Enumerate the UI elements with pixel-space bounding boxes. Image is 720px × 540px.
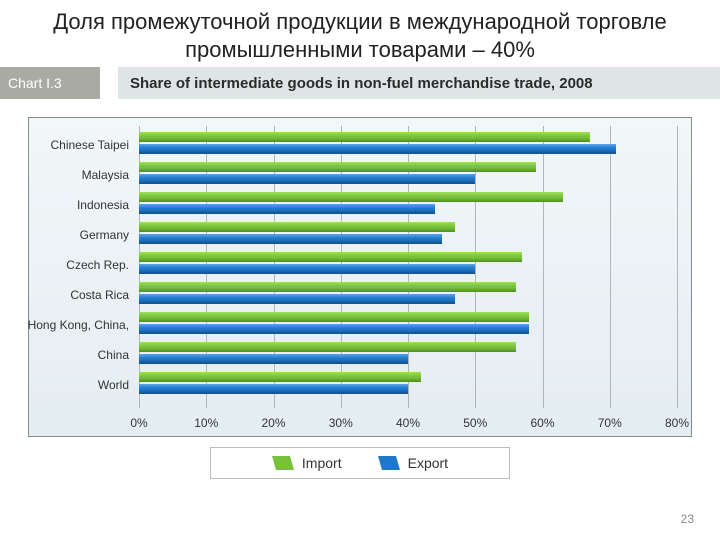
category-label: Hong Kong, China, xyxy=(28,318,139,332)
category-row: Hong Kong, China, xyxy=(139,310,675,340)
bar-export xyxy=(139,144,616,154)
bar-import xyxy=(139,162,536,172)
category-label: Malaysia xyxy=(82,168,139,182)
import-swatch-icon xyxy=(272,456,294,470)
page-number: 23 xyxy=(681,512,694,526)
chart-area: Chinese TaipeiMalaysiaIndonesiaGermanyCz… xyxy=(28,117,692,437)
bar-import xyxy=(139,222,455,232)
x-tick-label: 40% xyxy=(396,416,420,430)
bar-import xyxy=(139,372,421,382)
category-label: Costa Rica xyxy=(70,288,139,302)
bar-import xyxy=(139,192,563,202)
chart-id-badge: Chart I.3 xyxy=(0,67,100,99)
category-row: Czech Rep. xyxy=(139,250,675,280)
bar-import xyxy=(139,132,590,142)
chart-banner: Chart I.3 Share of intermediate goods in… xyxy=(0,67,720,99)
category-row: Malaysia xyxy=(139,160,675,190)
category-row: China xyxy=(139,340,675,370)
x-tick-label: 80% xyxy=(665,416,689,430)
x-tick-label: 50% xyxy=(463,416,487,430)
category-label: Czech Rep. xyxy=(66,258,139,272)
plot-area: Chinese TaipeiMalaysiaIndonesiaGermanyCz… xyxy=(139,126,675,408)
bar-export xyxy=(139,324,529,334)
legend-item-import: Import xyxy=(272,455,342,471)
slide: Доля промежуточной продукции в междунаро… xyxy=(0,0,720,540)
chart-title-en: Share of intermediate goods in non-fuel … xyxy=(118,67,720,99)
x-tick-label: 10% xyxy=(194,416,218,430)
x-tick-label: 30% xyxy=(329,416,353,430)
category-label: Chinese Taipei xyxy=(51,138,140,152)
bar-export xyxy=(139,294,455,304)
bar-export xyxy=(139,354,408,364)
banner-divider xyxy=(100,67,118,99)
bar-import xyxy=(139,312,529,322)
category-label: China xyxy=(98,348,139,362)
slide-title-ru: Доля промежуточной продукции в междунаро… xyxy=(0,0,720,63)
x-tick-label: 70% xyxy=(598,416,622,430)
bar-import xyxy=(139,282,516,292)
category-row: Germany xyxy=(139,220,675,250)
category-row: World xyxy=(139,370,675,400)
legend-item-export: Export xyxy=(378,455,448,471)
category-row: Chinese Taipei xyxy=(139,130,675,160)
x-tick-label: 60% xyxy=(530,416,554,430)
bar-export xyxy=(139,264,475,274)
bar-import xyxy=(139,342,516,352)
legend-label-import: Import xyxy=(302,455,342,471)
bar-export xyxy=(139,384,408,394)
x-tick-label: 20% xyxy=(261,416,285,430)
bar-import xyxy=(139,252,522,262)
bar-export xyxy=(139,174,475,184)
export-swatch-icon xyxy=(378,456,400,470)
bar-export xyxy=(139,234,442,244)
bar-export xyxy=(139,204,435,214)
legend: Import Export xyxy=(210,447,510,479)
category-row: Costa Rica xyxy=(139,280,675,310)
grid-line xyxy=(677,126,678,408)
x-tick-label: 0% xyxy=(130,416,147,430)
category-label: Indonesia xyxy=(77,198,139,212)
category-row: Indonesia xyxy=(139,190,675,220)
category-label: World xyxy=(98,378,139,392)
legend-label-export: Export xyxy=(408,455,448,471)
category-label: Germany xyxy=(80,228,139,242)
